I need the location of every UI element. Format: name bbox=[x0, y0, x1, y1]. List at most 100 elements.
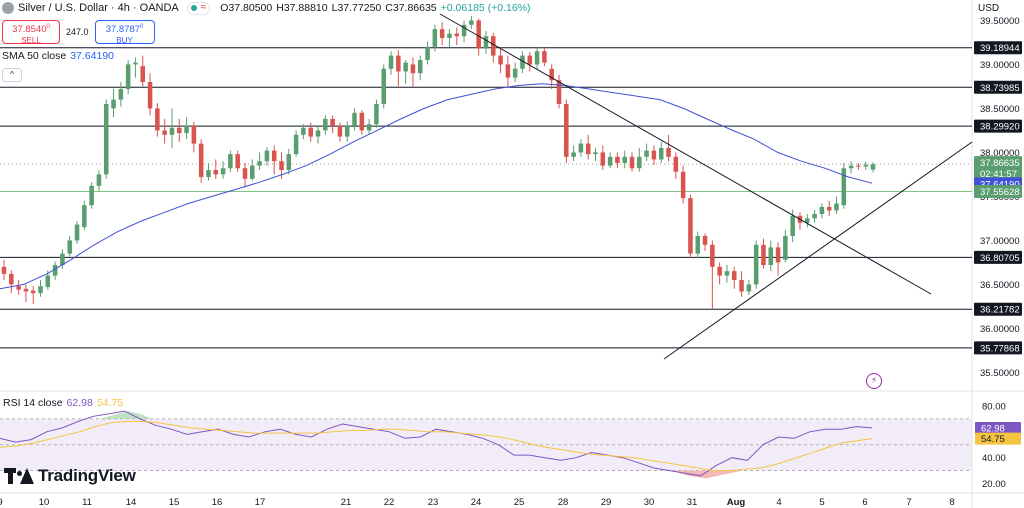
rsi-overbought-fill bbox=[100, 411, 152, 419]
price-label: 38.73985 bbox=[980, 83, 1020, 94]
rsi-ma-legend-value: 54.75 bbox=[96, 397, 124, 409]
sell-price-sup: 0 bbox=[46, 24, 50, 30]
candle-body bbox=[476, 20, 481, 49]
candle-body bbox=[279, 161, 284, 170]
candle-body bbox=[753, 244, 759, 285]
candle-body bbox=[293, 134, 299, 155]
candle-body bbox=[60, 253, 65, 266]
currency-label[interactable]: USD bbox=[978, 3, 1000, 14]
candle-body bbox=[23, 288, 29, 292]
x-tick-label: 14 bbox=[126, 497, 137, 508]
candle-body bbox=[323, 118, 328, 131]
y-tick-label: 38.50000 bbox=[980, 104, 1020, 115]
candle-body bbox=[359, 112, 365, 131]
candle-body bbox=[89, 185, 94, 206]
candle-body bbox=[228, 154, 233, 169]
candle-body bbox=[520, 55, 525, 69]
candle-body bbox=[651, 150, 657, 160]
sell-button[interactable]: 37.85400 SELL bbox=[2, 20, 60, 46]
candle-body bbox=[374, 104, 379, 125]
candle-body bbox=[812, 214, 817, 219]
rsi-ma-value-tag: 54.75 bbox=[981, 434, 1005, 445]
ohlc-item: C37.86635 bbox=[385, 2, 437, 14]
buy-price-sup: 0 bbox=[140, 24, 144, 30]
rsi-line bbox=[0, 410, 873, 477]
candle-body bbox=[498, 55, 503, 65]
chart-header: Silver / U.S. Dollar · 4h · OANDA ≈ O37.… bbox=[0, 0, 535, 16]
candle-body bbox=[658, 148, 664, 160]
candle-body bbox=[819, 206, 825, 214]
candle-body bbox=[593, 152, 598, 155]
ohlc-item: L37.77250 bbox=[331, 2, 382, 14]
rsi-value-tag-bg bbox=[975, 421, 1021, 434]
candle-body bbox=[666, 148, 671, 157]
candle-body bbox=[856, 165, 861, 167]
candle-body bbox=[250, 165, 255, 179]
x-tick-label: 16 bbox=[212, 497, 223, 508]
trade-panel: 37.85400 SELL 247.0 37.87870 BUY bbox=[2, 20, 155, 46]
tradingview-logo: TradingView bbox=[4, 466, 136, 486]
sma-legend[interactable]: SMA 50 close 37.64190 bbox=[2, 50, 114, 62]
candle-body bbox=[534, 51, 540, 65]
candle-body bbox=[191, 126, 197, 144]
candle-body bbox=[622, 156, 627, 163]
candle-body bbox=[848, 165, 854, 169]
candle-body bbox=[775, 247, 781, 263]
price-label-bg bbox=[974, 156, 1022, 181]
candle-body bbox=[184, 126, 189, 134]
buy-button[interactable]: 37.87870 BUY bbox=[94, 20, 155, 45]
status-pills[interactable]: ≈ bbox=[186, 1, 211, 15]
candle-body bbox=[870, 164, 876, 170]
candle-body bbox=[724, 271, 730, 276]
candle-body bbox=[439, 29, 445, 38]
candle-body bbox=[235, 154, 240, 169]
y-tick-label: 38.00000 bbox=[980, 148, 1020, 159]
candle-body bbox=[220, 168, 226, 175]
candle-body bbox=[841, 168, 847, 206]
candle-body bbox=[739, 280, 744, 292]
candle-body bbox=[673, 156, 679, 172]
price-label: 37.86635 bbox=[980, 158, 1020, 169]
candle-body bbox=[585, 143, 591, 155]
x-tick-label: 8 bbox=[949, 497, 954, 508]
collapse-legend-button[interactable]: ^ bbox=[2, 68, 22, 82]
candle-body bbox=[176, 127, 182, 134]
sma-legend-value: 37.64190 bbox=[70, 50, 114, 62]
silver-symbol-icon bbox=[2, 2, 14, 14]
candle-body bbox=[629, 156, 635, 169]
candle-body bbox=[571, 152, 576, 157]
candle-body bbox=[52, 265, 58, 276]
candle-body bbox=[542, 51, 547, 63]
x-tick-label: 11 bbox=[82, 497, 92, 508]
x-tick-label: 6 bbox=[862, 497, 867, 508]
tradingview-logo-icon bbox=[4, 468, 34, 484]
candle-body bbox=[607, 156, 613, 166]
candle-body bbox=[198, 143, 204, 178]
candle-body bbox=[527, 55, 533, 65]
symbol-title[interactable]: Silver / U.S. Dollar · 4h · OANDA bbox=[18, 2, 179, 14]
y-tick-label: 36.00000 bbox=[980, 324, 1020, 335]
price-label-bg bbox=[974, 250, 1022, 264]
candle-body bbox=[315, 130, 321, 137]
candle-body bbox=[381, 68, 386, 104]
candle-body bbox=[410, 64, 416, 74]
rsi-legend-value: 62.98 bbox=[66, 397, 93, 409]
candle-body bbox=[417, 60, 423, 74]
rsi-legend[interactable]: RSI 14 close 62.98 54.75 bbox=[3, 397, 123, 409]
candle-body bbox=[352, 112, 357, 126]
x-tick-label: 7 bbox=[906, 497, 911, 508]
flash-icon[interactable]: ⚡ bbox=[866, 373, 882, 389]
candle-body bbox=[549, 68, 554, 81]
candle-body bbox=[454, 33, 460, 37]
rsi-tick-label: 40.00 bbox=[982, 453, 1006, 464]
sell-label: SELL bbox=[21, 36, 41, 46]
wave-icon: ≈ bbox=[200, 2, 207, 13]
tradingview-logo-text: TradingView bbox=[38, 466, 136, 485]
candle-body bbox=[600, 152, 606, 166]
candle-body bbox=[491, 36, 496, 56]
candle-body bbox=[1, 266, 7, 274]
candle-body bbox=[717, 266, 722, 276]
price-label-bg bbox=[974, 41, 1022, 55]
rsi-oversold-fill bbox=[672, 470, 742, 479]
